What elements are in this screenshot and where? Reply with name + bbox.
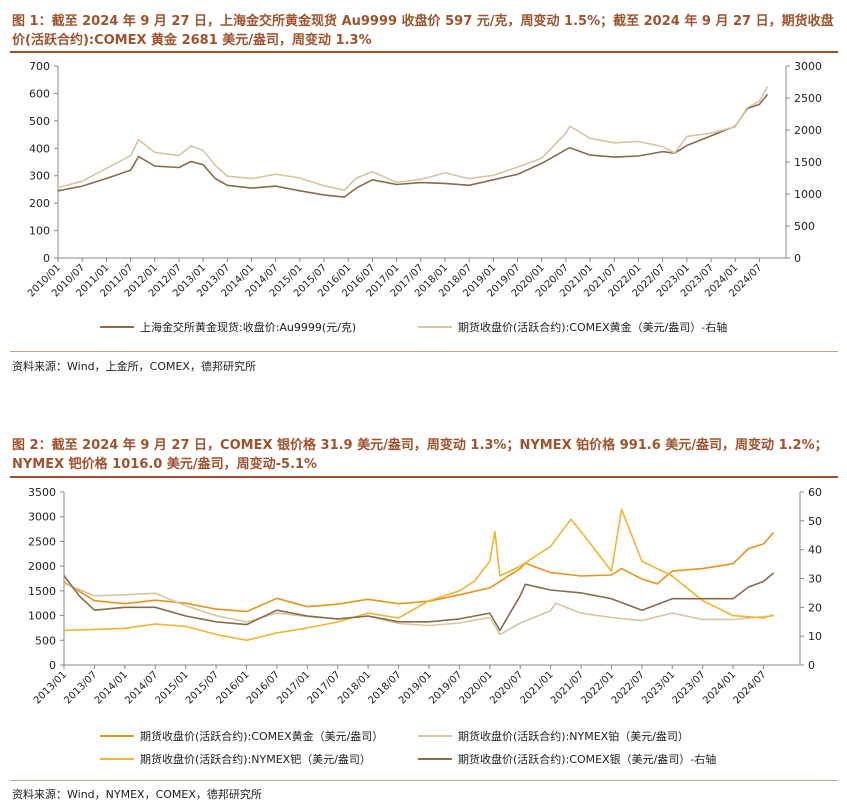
legend-label-2-1: 期货收盘价(活跃合约):NYMEX铂（美元/盎司） — [458, 729, 689, 743]
left-tick-label: 200 — [29, 197, 50, 210]
left-tick-label: 3500 — [28, 486, 56, 499]
left-tick-label: 3000 — [28, 511, 56, 524]
left-tick-label: 700 — [29, 60, 50, 73]
right-tick-label: 0 — [808, 659, 815, 672]
left-tick-label: 0 — [49, 659, 56, 672]
right-tick-label: 10 — [808, 630, 822, 643]
figure-2-bottom-rule — [10, 780, 838, 781]
left-tick-label: 2000 — [28, 560, 56, 573]
right-tick-label: 60 — [808, 486, 822, 499]
left-tick-label: 100 — [29, 225, 50, 238]
right-tick-label: 1000 — [794, 188, 822, 201]
left-tick-label: 500 — [35, 634, 56, 647]
left-tick-label: 400 — [29, 142, 50, 155]
right-tick-label: 40 — [808, 544, 822, 557]
series-line-2-2 — [63, 508, 774, 642]
left-tick-label: 2500 — [28, 535, 56, 548]
right-tick-label: 1500 — [794, 156, 822, 169]
figure-2-chart: 0 500 1000 1500 2000 2500 3000 3500 0 10 20 30 40 50 6… — [28, 486, 822, 766]
right-tick-label: 30 — [808, 573, 822, 586]
series-line-2-0 — [63, 531, 775, 613]
legend-label-1-0: 上海金交所黄金现货:收盘价:Au9999(元/克) — [140, 320, 356, 334]
left-tick-label: 300 — [29, 170, 50, 183]
figure-1-top-rule — [10, 51, 838, 53]
right-tick-label: 2000 — [794, 124, 822, 137]
left-tick-label: 1500 — [28, 585, 56, 598]
figure-1-title: 图 1：截至 2024 年 9 月 27 日，上海金交所黄金现货 Au9999 … — [12, 14, 834, 48]
figure-2-source: 资料来源：Wind，NYMEX，COMEX，德邦研究所 — [12, 788, 262, 801]
x-tick-label: 2024/07 — [731, 669, 768, 706]
legend-label-2-2: 期货收盘价(活跃合约):NYMEX钯（美元/盎司） — [140, 752, 371, 766]
right-tick-label: 2500 — [794, 92, 822, 105]
right-tick-label: 3000 — [794, 60, 822, 73]
figure-2-top-rule — [10, 476, 838, 478]
legend-label-2-0: 期货收盘价(活跃合约):COMEX黄金（美元/盎司） — [140, 729, 383, 743]
figure-1-source: 资料来源：Wind，上金所，COMEX，德邦研究所 — [12, 360, 256, 373]
series-line-2-1 — [63, 582, 774, 636]
figure-1-bottom-rule — [10, 351, 838, 352]
right-tick-label: 20 — [808, 601, 822, 614]
left-tick-label: 1000 — [28, 610, 56, 623]
series-line-2-3 — [63, 572, 775, 632]
left-tick-label: 500 — [29, 115, 50, 128]
left-tick-label: 600 — [29, 87, 50, 100]
figure-2-title: 图 2：截至 2024 年 9 月 27 日，COMEX 银价格 31.9 美元… — [12, 438, 828, 472]
right-tick-label: 0 — [794, 252, 801, 265]
figure-1-chart: 0 100 200 300 400 500 600 700 0 500 1000 1500 2000 25… — [26, 60, 822, 334]
right-tick-label: 500 — [794, 220, 815, 233]
series-line-1-0 — [57, 93, 769, 198]
right-tick-label: 50 — [808, 515, 822, 528]
legend-label-1-1: 期货收盘价(活跃合约):COMEX黄金（美元/盎司）-右轴 — [458, 320, 727, 334]
legend-label-2-3: 期货收盘价(活跃合约):COMEX银（美元/盎司）-右轴 — [458, 752, 716, 766]
series-line-1-1 — [57, 86, 769, 191]
left-tick-label: 0 — [43, 252, 50, 265]
